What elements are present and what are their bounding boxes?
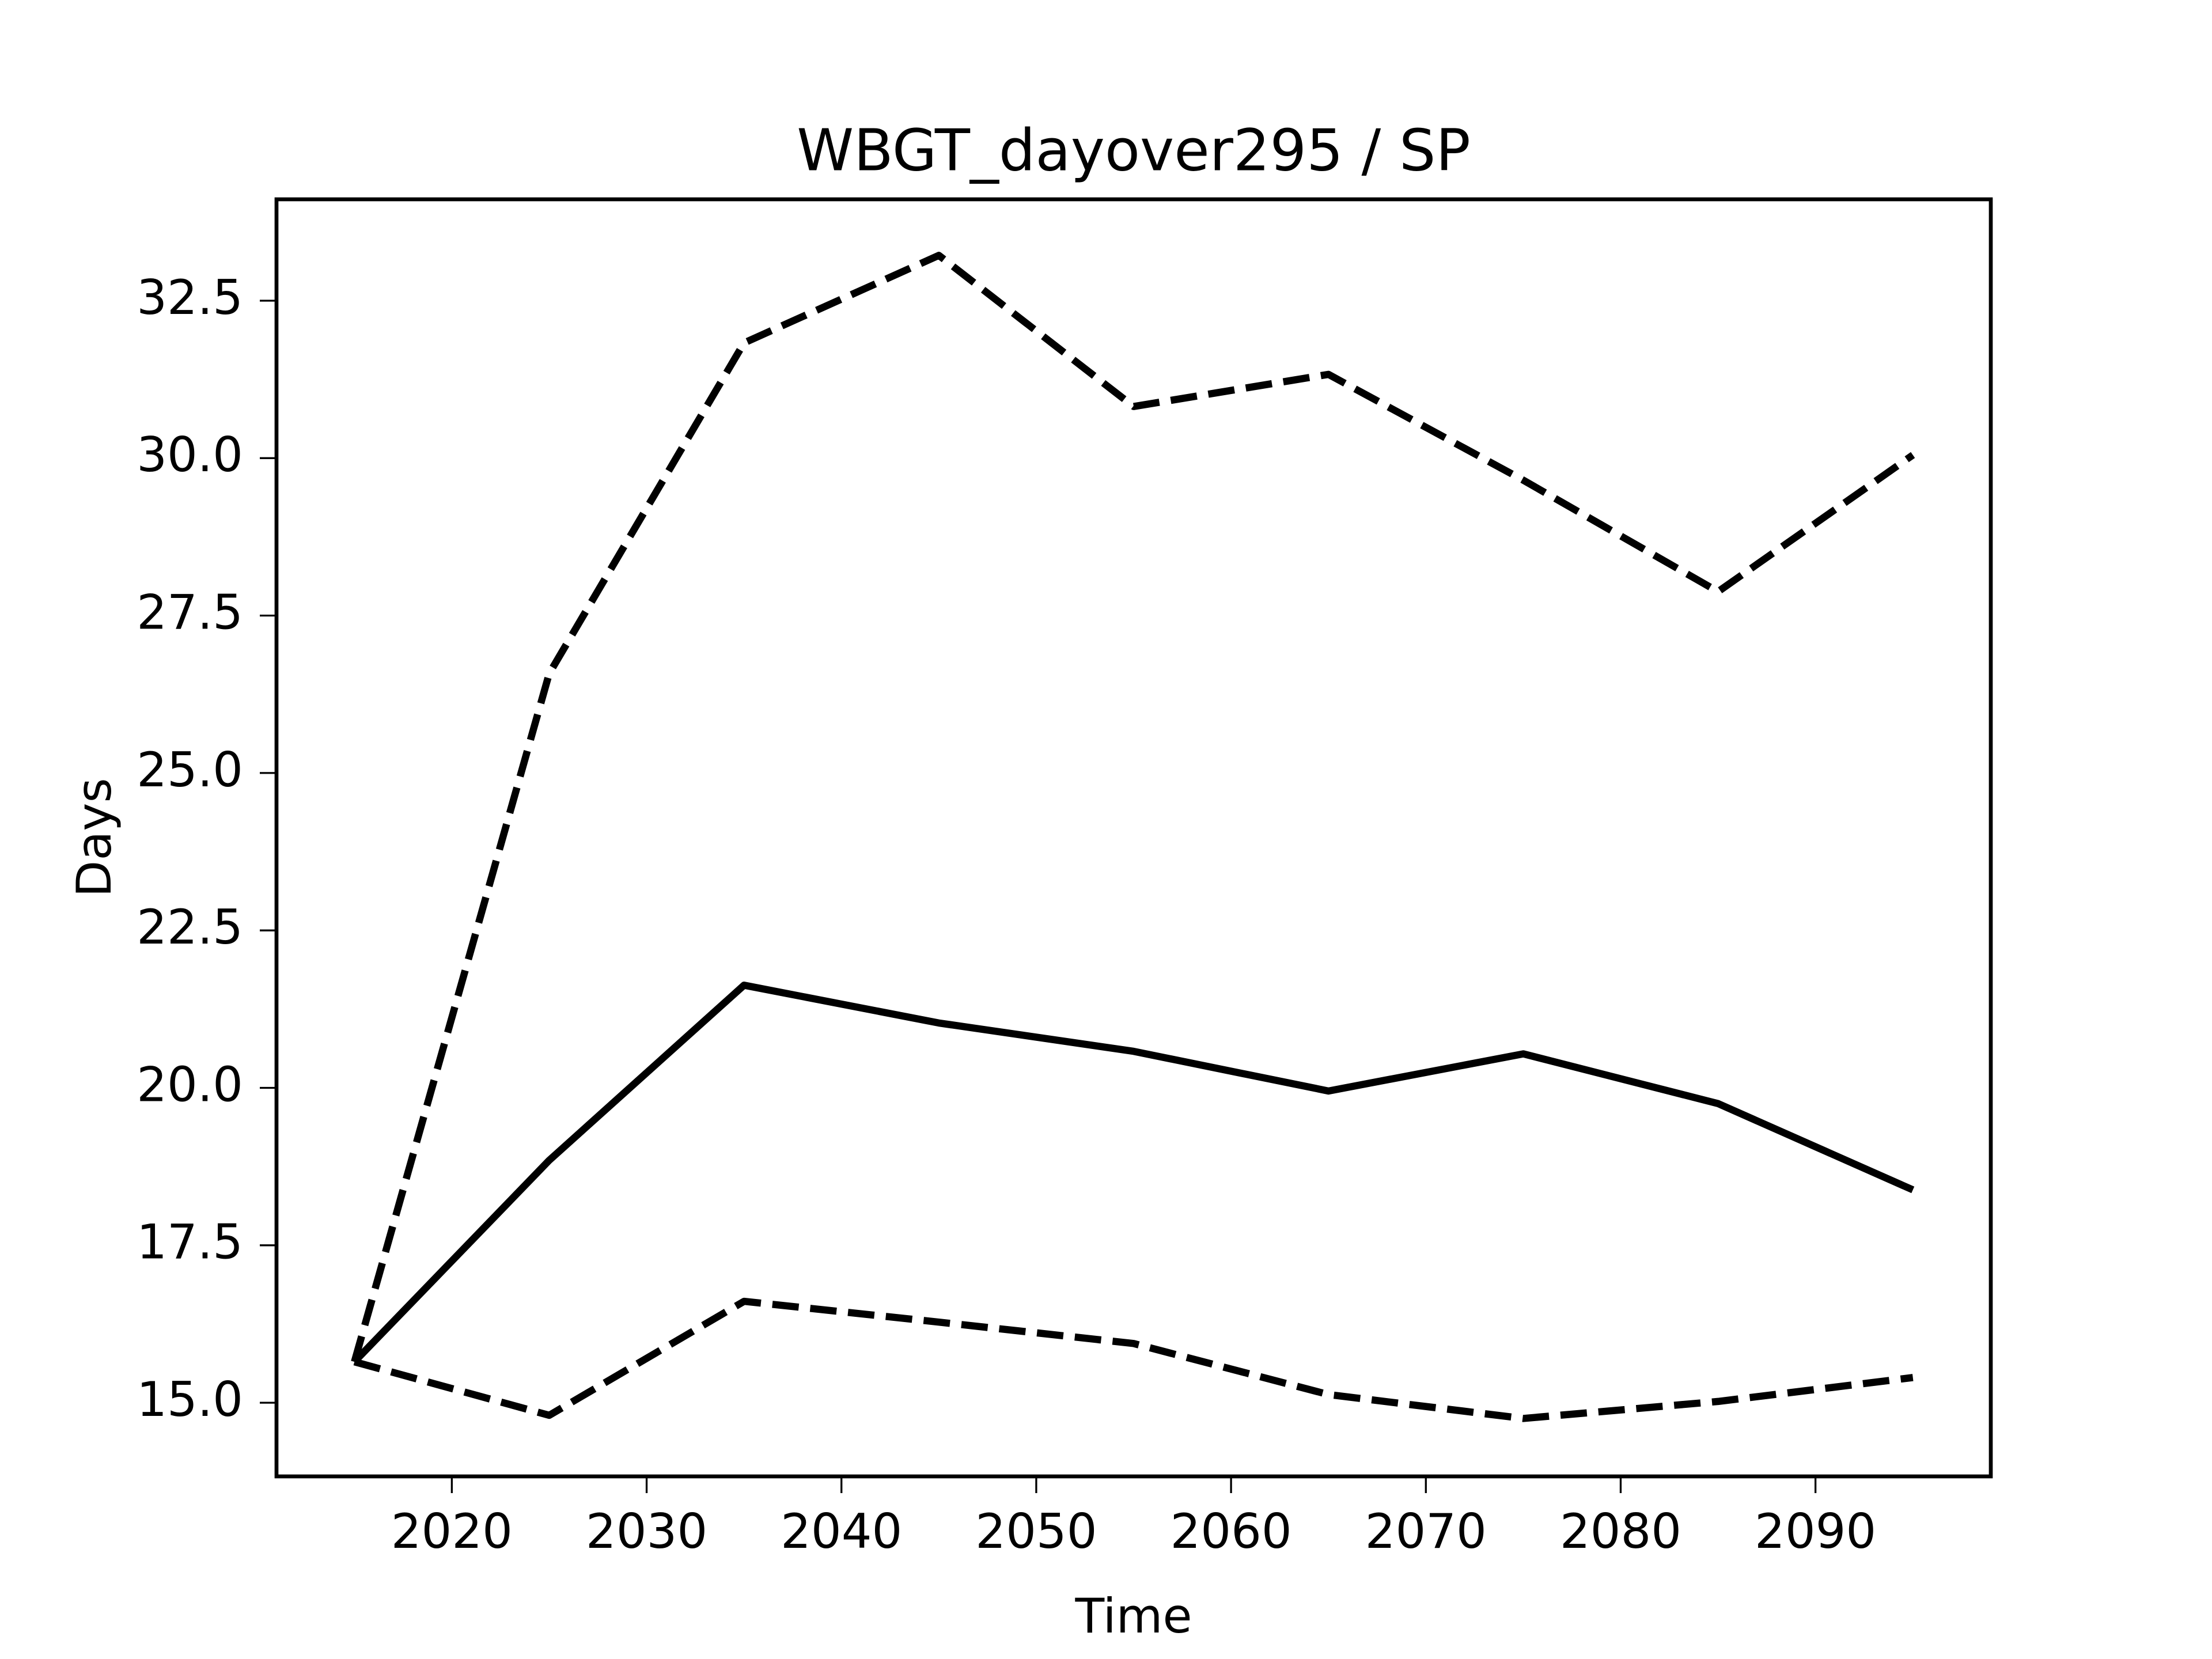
x-tick-label: 2090 xyxy=(1755,1503,1876,1559)
y-tick-label: 32.5 xyxy=(137,270,243,325)
chart-title: WBGT_dayover295 / SP xyxy=(797,116,1471,184)
y-tick-label: 20.0 xyxy=(137,1056,243,1112)
y-tick-label: 25.0 xyxy=(137,742,243,798)
y-tick-label: 15.0 xyxy=(137,1372,243,1427)
y-tick-label: 22.5 xyxy=(137,899,243,955)
series-line xyxy=(351,252,1915,1363)
x-axis-label: Time xyxy=(1074,1588,1192,1644)
x-tick-label: 2040 xyxy=(781,1503,902,1559)
series-line xyxy=(351,982,1915,1365)
y-tick-label: 27.5 xyxy=(137,585,243,641)
x-tick-label: 2070 xyxy=(1365,1503,1487,1559)
y-tick-label: 30.0 xyxy=(137,427,243,483)
x-tick-label: 2020 xyxy=(391,1503,513,1559)
series-line xyxy=(353,1297,1914,1422)
y-axis-label: Days xyxy=(66,778,122,897)
y-tick-label: 17.5 xyxy=(137,1214,243,1270)
x-tick-label: 2060 xyxy=(1170,1503,1291,1559)
x-tick-label: 2030 xyxy=(586,1503,707,1559)
x-tick-label: 2080 xyxy=(1560,1503,1681,1559)
plot-frame xyxy=(274,197,1993,1479)
x-tick-label: 2050 xyxy=(975,1503,1097,1559)
